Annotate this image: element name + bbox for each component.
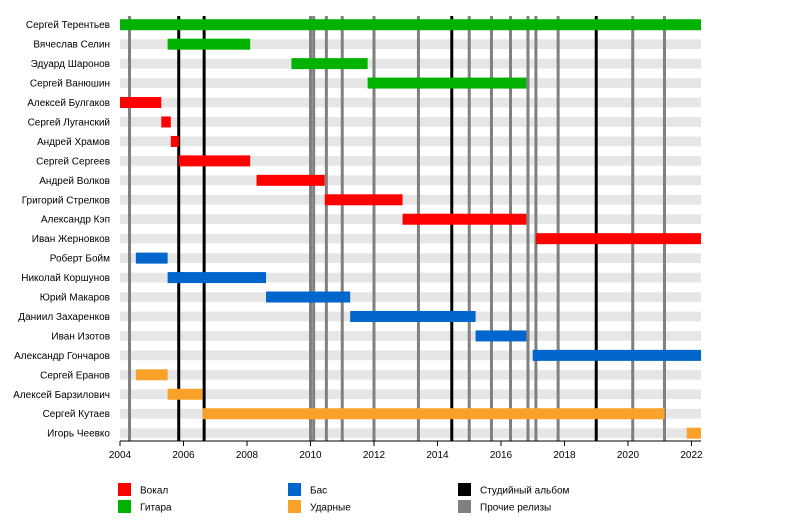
legend-swatch-vocal: [118, 483, 131, 496]
legend-label-studio: Студийный альбом: [480, 485, 570, 497]
row-shade: [120, 117, 701, 127]
row-shade: [120, 156, 701, 166]
member-bar-bass: [350, 310, 476, 322]
x-tick-label: 2022: [680, 450, 703, 461]
member-bar-guitar: [120, 19, 701, 31]
row-shade: [120, 194, 701, 205]
member-bar-bass: [532, 349, 701, 361]
member-bar-vocal: [256, 174, 325, 186]
row-shade: [120, 389, 701, 400]
member-label: Сергей Луганский: [28, 117, 110, 128]
legend-swatch-studio: [458, 483, 471, 496]
row-shade: [120, 428, 701, 439]
row-shade: [120, 253, 701, 263]
row-shade: [120, 292, 701, 302]
member-label: Иван Жерновков: [32, 234, 110, 245]
legend-label-other: Прочие релизы: [480, 503, 551, 514]
member-label: Игорь Чеевко: [47, 429, 110, 440]
x-tick-label: 2010: [299, 450, 322, 461]
member-label: Сергей Ванюшин: [30, 79, 110, 90]
legend-swatch-guitar: [118, 500, 131, 513]
member-label: Сергей Еранов: [40, 370, 110, 381]
member-bar-guitar: [367, 77, 527, 89]
x-tick-label: 2008: [236, 450, 259, 461]
member-bar-bass: [167, 272, 267, 284]
x-tick-label: 2018: [553, 450, 576, 461]
row-shade: [120, 233, 701, 244]
member-bar-vocal: [402, 213, 527, 225]
member-bar-guitar: [167, 38, 251, 50]
x-tick-label: 2020: [617, 450, 640, 461]
legend-label-vocal: Вокал: [140, 486, 168, 497]
member-label: Роберт Бойм: [50, 253, 110, 265]
row-shade: [120, 175, 701, 186]
row-shade: [120, 331, 701, 341]
member-bar-vocal: [535, 233, 701, 245]
member-bar-drums: [202, 408, 665, 420]
x-tick-label: 2004: [109, 450, 132, 461]
row-shade: [120, 272, 701, 283]
member-bar-vocal: [178, 155, 251, 167]
x-tick-label: 2012: [363, 450, 386, 461]
member-bar-drums: [135, 369, 168, 381]
row-shade: [120, 39, 701, 50]
legend-label-bass: Бас: [310, 486, 327, 497]
member-label: Александр Кэп: [41, 215, 110, 226]
legend-swatch-other: [458, 500, 471, 513]
member-labels: Сергей Терентьев Вячеслав Селин Эдуард Шар…: [13, 20, 110, 439]
member-label: Андрей Волков: [39, 176, 110, 187]
member-bar-vocal: [170, 135, 179, 147]
row-shade: [120, 136, 701, 147]
member-label: Даниил Захаренков: [18, 312, 110, 323]
row-shade: [120, 350, 701, 361]
x-tick-label: 2014: [426, 450, 449, 461]
member-bar-vocal: [120, 97, 162, 109]
member-label: Григорий Стрелков: [22, 195, 110, 206]
member-bar-vocal: [161, 116, 171, 128]
legend-swatch-bass: [288, 483, 301, 496]
member-label: Сергей Кутаев: [43, 409, 110, 420]
member-label: Юрий Макаров: [40, 293, 110, 304]
member-label: Сергей Сергеев: [36, 156, 110, 167]
member-label: Алексей Барзилович: [13, 390, 110, 401]
x-tick-label: 2006: [172, 450, 195, 461]
member-label: Иван Изотов: [51, 331, 110, 342]
member-bar-bass: [266, 291, 351, 303]
legend-swatch-drums: [288, 500, 301, 513]
member-bars: [120, 19, 701, 439]
member-label: Николай Коршунов: [21, 273, 110, 284]
member-bar-guitar: [291, 58, 368, 70]
legend-label-guitar: Гитара: [140, 503, 172, 514]
member-label: Эдуард Шаронов: [31, 59, 110, 70]
legend-label-drums: Ударные: [310, 503, 351, 514]
member-bar-vocal: [324, 194, 403, 206]
member-bar-drums: [167, 388, 203, 400]
member-label: Алексей Булгаков: [27, 98, 110, 109]
row-shade: [120, 58, 701, 69]
member-bar-bass: [475, 330, 527, 342]
member-label: Сергей Терентьев: [26, 20, 110, 31]
x-axis: 2004 2006 2008 2010 2012 2014 2016 2018 2020 2022: [109, 440, 703, 461]
legend: Вокал Гитара Бас Ударные Студийный альбом Про…: [118, 483, 570, 514]
x-tick-label: 2016: [490, 450, 513, 461]
row-shade: [120, 97, 701, 108]
member-label: Андрей Храмов: [37, 137, 110, 148]
member-bar-drums: [686, 427, 701, 439]
member-label: Александр Гончаров: [14, 351, 110, 362]
member-label: Вячеслав Селин: [33, 40, 110, 51]
member-bar-bass: [135, 252, 168, 264]
row-shade: [120, 369, 701, 380]
